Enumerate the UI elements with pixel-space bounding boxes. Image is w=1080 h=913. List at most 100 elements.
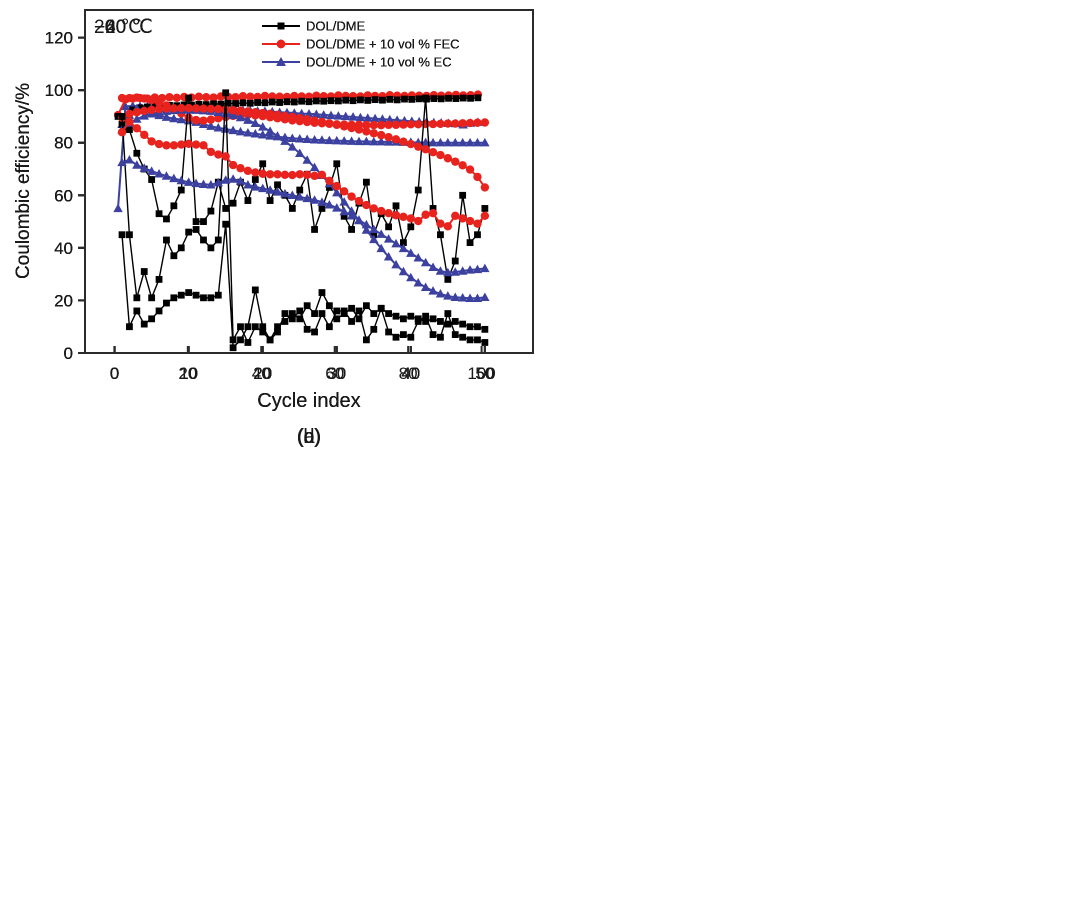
- triangle-marker: [339, 136, 349, 145]
- square-marker: [126, 323, 133, 331]
- square-marker: [222, 205, 230, 212]
- square-marker: [437, 95, 445, 103]
- square-marker: [429, 205, 437, 212]
- square-marker: [430, 95, 438, 102]
- triangle-marker: [309, 162, 320, 172]
- square-marker: [400, 331, 407, 339]
- circle-marker: [140, 94, 149, 103]
- square-marker: [155, 210, 163, 218]
- square-marker: [118, 231, 126, 239]
- circle-marker: [339, 122, 349, 131]
- square-marker: [163, 215, 170, 223]
- caption-b: (b): [296, 426, 322, 448]
- triangle-marker: [428, 262, 438, 272]
- square-marker: [466, 323, 474, 331]
- triangle-marker: [265, 185, 275, 194]
- square-marker: [474, 323, 481, 331]
- square-marker: [261, 99, 269, 107]
- triangle-marker: [450, 292, 460, 301]
- square-marker: [348, 304, 355, 312]
- triangle-marker: [250, 128, 261, 138]
- square-marker: [268, 98, 276, 106]
- square-marker: [126, 126, 133, 133]
- circle-marker: [214, 114, 223, 123]
- square-marker: [377, 304, 385, 312]
- circle-marker: [325, 119, 334, 128]
- triangle-marker: [420, 282, 431, 291]
- triangle-marker: [250, 118, 261, 127]
- x-tick-label: 30: [327, 364, 346, 383]
- square-marker: [214, 236, 222, 244]
- legend-triangle-marker: [276, 57, 286, 66]
- legend-label: DOL/DME: [306, 19, 366, 34]
- x-tick-label: 50: [475, 364, 494, 383]
- triangle-marker: [450, 137, 460, 147]
- temperature-label-d: −60 ℃: [94, 17, 153, 38]
- square-marker: [296, 307, 304, 315]
- circle-marker: [147, 95, 156, 105]
- square-marker: [481, 339, 489, 346]
- legend-circle-marker: [276, 39, 286, 49]
- triangle-marker: [339, 206, 349, 216]
- square-marker: [357, 96, 364, 104]
- circle-marker: [399, 120, 408, 129]
- y-tick-label: 20: [54, 291, 73, 310]
- circle-marker: [206, 147, 216, 157]
- triangle-marker: [132, 114, 142, 123]
- circle-marker: [172, 93, 182, 102]
- square-marker: [334, 97, 342, 105]
- circle-marker: [436, 150, 445, 160]
- triangle-marker: [369, 136, 379, 146]
- plot-frame: [84, 9, 534, 354]
- square-marker: [185, 94, 193, 102]
- triangle-marker: [443, 267, 453, 277]
- y-axis-label-d: Coulombic efficiency/%: [13, 82, 34, 280]
- square-marker: [274, 181, 281, 189]
- square-marker: [355, 307, 363, 315]
- circle-marker: [258, 169, 267, 178]
- square-marker: [177, 244, 185, 252]
- triangle-marker: [406, 272, 416, 282]
- y-tick-label: 40: [54, 239, 73, 258]
- legend-label: DOL/DME + 10 vol % EC: [306, 55, 452, 70]
- circle-marker: [125, 117, 134, 126]
- triangle-marker: [346, 206, 357, 215]
- square-marker: [327, 97, 335, 105]
- circle-marker: [288, 170, 297, 180]
- x-axis-label-b: Cycle index: [257, 390, 361, 412]
- circle-marker: [443, 119, 453, 128]
- circle-marker: [399, 212, 408, 222]
- circle-marker: [480, 211, 490, 220]
- square-marker: [136, 104, 144, 112]
- square-marker: [239, 99, 247, 107]
- circle-marker: [191, 140, 201, 149]
- square-marker: [244, 197, 252, 204]
- y-tick-label: 80: [54, 134, 73, 153]
- triangle-marker: [376, 243, 386, 253]
- square-marker: [251, 286, 259, 294]
- circle-marker: [214, 150, 223, 159]
- square-marker: [185, 228, 193, 236]
- square-marker: [251, 176, 259, 183]
- circle-marker: [391, 135, 401, 144]
- square-marker: [177, 186, 185, 194]
- square-marker: [459, 333, 467, 341]
- circle-marker: [391, 120, 401, 130]
- square-marker: [445, 94, 452, 102]
- square-marker: [437, 333, 444, 341]
- square-marker: [133, 294, 141, 302]
- triangle-marker: [302, 155, 312, 164]
- y-tick-label: 60: [54, 186, 73, 205]
- triangle-marker: [457, 266, 468, 275]
- square-marker: [414, 318, 422, 325]
- triangle-marker: [309, 135, 320, 144]
- circle-marker: [451, 157, 460, 166]
- triangle-marker: [363, 113, 373, 122]
- legend-entry: DOL/DME + 10 vol % EC: [262, 55, 452, 70]
- square-marker: [140, 320, 148, 328]
- triangle-marker: [326, 110, 336, 120]
- circle-marker: [443, 222, 453, 231]
- square-marker: [237, 323, 244, 331]
- square-marker: [210, 100, 217, 108]
- triangle-marker: [139, 111, 149, 120]
